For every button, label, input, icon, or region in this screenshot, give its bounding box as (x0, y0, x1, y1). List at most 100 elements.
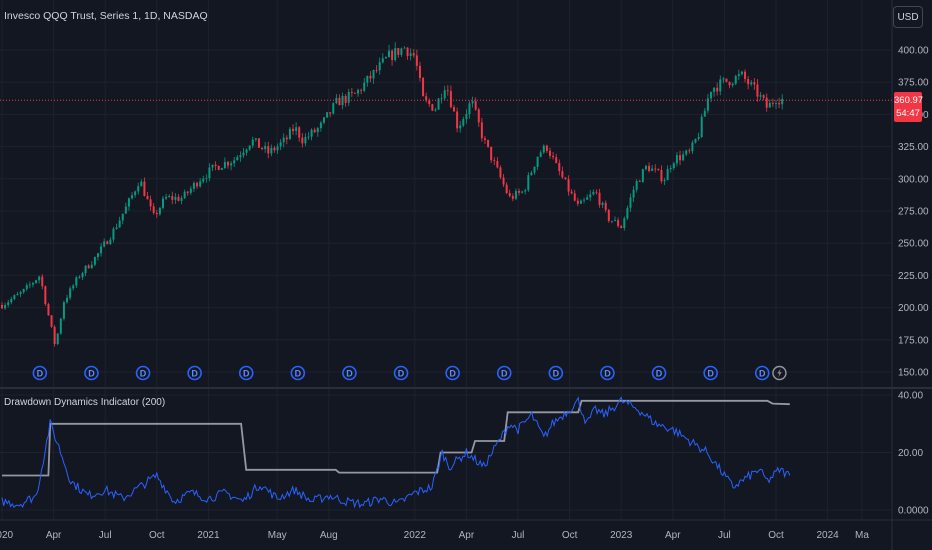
price-candle (186, 191, 189, 193)
price-candle (310, 129, 313, 137)
price-candle (663, 180, 666, 182)
price-candle (567, 179, 570, 192)
currency-button[interactable]: USD (893, 6, 923, 28)
price-candle (468, 103, 471, 114)
price-candle (360, 89, 363, 91)
price-candle (762, 95, 765, 98)
price-candle (59, 318, 62, 334)
price-candle (350, 91, 353, 93)
price-candle (496, 160, 499, 168)
price-candle (561, 171, 564, 178)
price-candle (610, 220, 613, 222)
price-candle (626, 207, 629, 219)
price-candle (180, 198, 183, 201)
price-candle (307, 136, 310, 138)
price-candle (620, 226, 623, 229)
price-candle (50, 315, 53, 327)
price-candle (548, 150, 551, 156)
price-candle (542, 145, 545, 153)
price-candle (47, 304, 50, 316)
price-candle (775, 103, 777, 104)
price-candle (744, 71, 747, 80)
price-candle (483, 138, 486, 140)
price-candle (96, 253, 99, 257)
price-candle (78, 277, 81, 279)
price-candle (143, 181, 146, 196)
price-candle (604, 202, 607, 210)
price-candle (617, 219, 620, 227)
price-candle (239, 155, 242, 158)
dividend-marker-letter: D (88, 369, 95, 379)
price-candle (322, 117, 325, 123)
price-candle (1, 305, 3, 309)
price-candle (709, 91, 712, 99)
price-candle (174, 196, 177, 200)
price-candle (552, 155, 555, 158)
price-candle (623, 218, 626, 229)
price-candle (106, 241, 109, 245)
price-candle (304, 136, 307, 144)
price-candle (109, 239, 112, 245)
price-candle (347, 91, 350, 103)
price-candle (722, 78, 725, 80)
symbol-title[interactable]: Invesco QQQ Trust, Series 1, 1D, NASDAQ (4, 10, 208, 22)
price-candle (443, 90, 446, 99)
time-axis-label: 2022 (404, 530, 427, 541)
price-candle (245, 149, 248, 153)
price-candle (691, 142, 694, 152)
time-axis-label: Oct (149, 530, 165, 541)
price-axis-label: 225.00 (898, 271, 929, 282)
price-candle (453, 107, 456, 112)
time-axis-label: 2024 (816, 530, 839, 541)
dividend-marker-letter: D (656, 369, 663, 379)
indicator-title[interactable]: Drawdown Dynamics Indicator (200) (4, 397, 166, 408)
price-candle (570, 191, 573, 194)
price-candle (177, 196, 180, 201)
price-candle (124, 206, 127, 214)
price-candle (508, 193, 511, 197)
price-candle (533, 166, 536, 173)
price-candle (38, 276, 41, 281)
time-axis-label: Ma (855, 530, 869, 541)
price-candle (155, 212, 158, 215)
price-candle (93, 256, 96, 265)
time-axis-label: Apr (665, 530, 681, 541)
price-candle (353, 92, 356, 94)
price-candle (771, 102, 774, 104)
price-candle (19, 292, 22, 294)
time-axis-label: Oct (768, 530, 784, 541)
price-candle (13, 295, 16, 299)
dividend-marker-icon (187, 365, 202, 381)
price-candle (737, 74, 740, 77)
drawdown-line (1, 396, 791, 509)
dividend-marker-icon (135, 365, 151, 381)
price-candle (657, 168, 660, 170)
price-candle (161, 198, 164, 208)
price-candle (651, 168, 654, 172)
time-axis-label: 2020 (0, 530, 14, 541)
last-price-tag: 360.97 54:47 (894, 92, 923, 122)
dividend-marker-icon (600, 365, 615, 381)
price-axis-label: 150.00 (898, 368, 929, 379)
price-candle (397, 48, 400, 55)
price-candle (713, 87, 716, 92)
price-candle (456, 111, 459, 129)
price-candle (641, 169, 644, 182)
price-candle (521, 191, 524, 193)
indicator-axis-label: 40.00 (898, 391, 923, 402)
price-candle (697, 137, 700, 139)
price-candle (700, 116, 703, 138)
price-candle (87, 265, 90, 269)
price-candle (22, 289, 25, 293)
price-candle (403, 47, 406, 49)
price-candle (679, 155, 682, 161)
price-candle (648, 165, 651, 172)
price-candle (378, 62, 381, 71)
price-candle (189, 188, 192, 193)
price-candle (288, 128, 291, 140)
price-candle (72, 285, 75, 289)
indicator-axis-label: 20.00 (898, 448, 923, 459)
price-candle (69, 288, 72, 298)
dividend-marker-icon (496, 365, 512, 381)
